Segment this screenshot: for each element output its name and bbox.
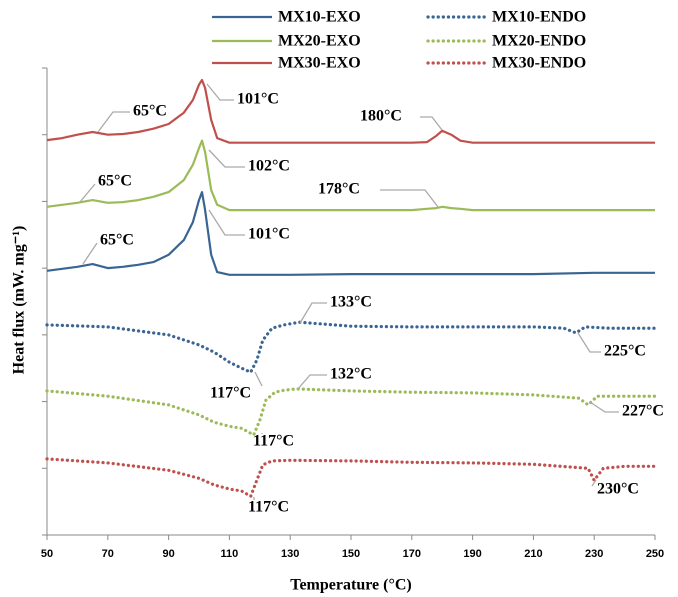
annotation: 227°C xyxy=(622,403,664,420)
x-tick-label: 130 xyxy=(281,548,299,560)
annotation: 65°C xyxy=(100,232,134,249)
annotation: 101°C xyxy=(237,91,279,108)
x-tick-label: 90 xyxy=(162,548,174,560)
annotation-leader xyxy=(420,116,443,131)
annotation: 65°C xyxy=(133,103,167,120)
annotation-leader xyxy=(208,149,245,168)
legend-label: MX10-EXO xyxy=(278,9,361,26)
series-line xyxy=(45,320,657,374)
y-axis-title: Heat flux (mW. mg⁻¹) xyxy=(11,226,28,375)
annotation-leader xyxy=(591,479,597,487)
legend-label: MX20-EXO xyxy=(278,33,361,50)
annotation: 101°C xyxy=(248,226,290,243)
annotation: 230°C xyxy=(597,481,639,498)
annotation: 133°C xyxy=(330,294,372,311)
x-tick-label: 110 xyxy=(221,548,239,560)
annotation: 132°C xyxy=(330,366,372,383)
annotation: 65°C xyxy=(98,173,132,190)
annotation-leader xyxy=(97,111,130,133)
x-tick-label: 250 xyxy=(646,548,664,560)
legend-label: MX30-EXO xyxy=(278,55,361,72)
annotation: 117°C xyxy=(248,499,289,516)
annotation-leader xyxy=(296,374,327,391)
annotation: 117°C xyxy=(210,385,251,402)
annotation: 225°C xyxy=(604,343,646,360)
annotation: 117°C xyxy=(253,433,294,450)
series-line xyxy=(46,139,655,212)
annotation: 102°C xyxy=(248,158,290,175)
annotation-leader xyxy=(254,371,263,387)
legend-label: MX20-ENDO xyxy=(492,33,586,50)
x-tick-label: 50 xyxy=(41,548,53,560)
annotation-leader xyxy=(299,302,327,324)
annotation-leader xyxy=(206,83,234,101)
annotation: 178°C xyxy=(318,181,360,198)
annotation-leader xyxy=(589,401,619,413)
annotation-leader xyxy=(79,183,96,203)
annotation-leader xyxy=(380,189,439,208)
series-line xyxy=(46,78,655,144)
x-tick-label: 190 xyxy=(463,548,481,560)
x-tick-label: 210 xyxy=(524,548,542,560)
series-line xyxy=(45,457,657,498)
annotation: 180°C xyxy=(360,108,402,125)
annotation-leader xyxy=(577,332,601,353)
series-line xyxy=(45,387,657,437)
annotation-leader xyxy=(82,242,98,265)
legend-label: MX30-ENDO xyxy=(492,55,586,72)
x-tick-label: 170 xyxy=(403,548,421,560)
x-axis-title: Temperature (°C) xyxy=(290,577,411,594)
legend-label: MX10-ENDO xyxy=(492,9,586,26)
x-tick-label: 230 xyxy=(585,548,603,560)
x-tick-label: 150 xyxy=(342,548,360,560)
annotation-leader xyxy=(208,209,245,236)
series-line xyxy=(46,191,655,276)
x-tick-label: 70 xyxy=(102,548,114,560)
